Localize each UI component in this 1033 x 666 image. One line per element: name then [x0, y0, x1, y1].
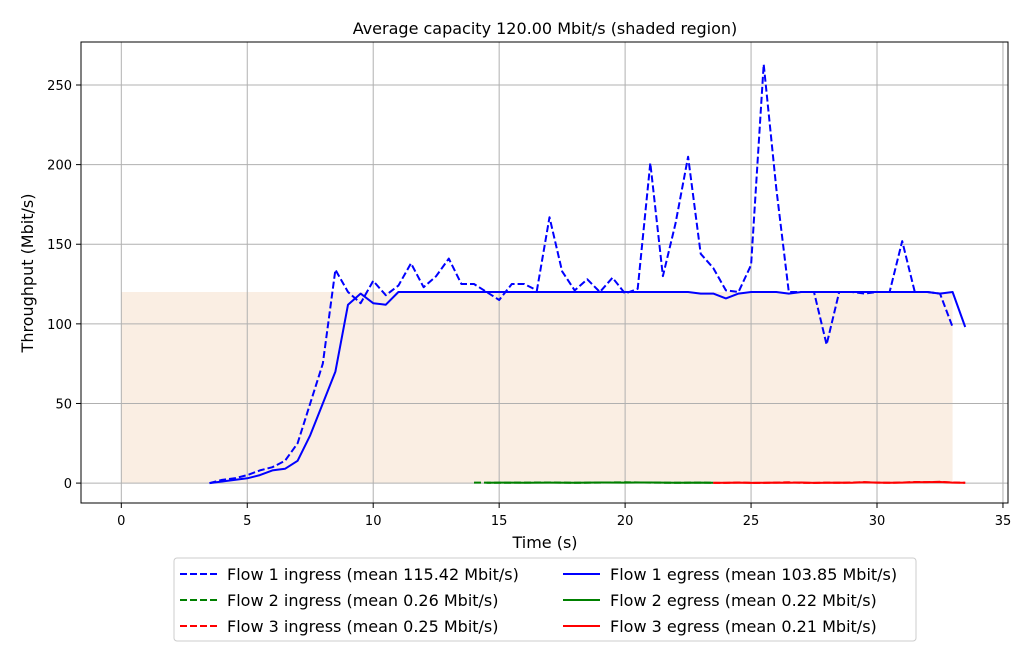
legend-entry-label: Flow 3 ingress (mean 0.25 Mbit/s) — [227, 617, 499, 636]
x-tick-label: 5 — [243, 514, 251, 529]
legend-entry-label: Flow 2 egress (mean 0.22 Mbit/s) — [610, 591, 877, 610]
x-tick-label: 0 — [117, 514, 125, 529]
legend-entry-label: Flow 3 egress (mean 0.21 Mbit/s) — [610, 617, 877, 636]
y-tick-label: 200 — [47, 159, 72, 174]
x-tick-label: 10 — [365, 514, 382, 529]
x-tick-label: 20 — [617, 514, 634, 529]
y-tick-label: 0 — [64, 477, 72, 492]
x-axis-label: Time (s) — [511, 533, 577, 552]
chart-title: Average capacity 120.00 Mbit/s (shaded r… — [353, 19, 738, 38]
legend-entry-label: Flow 1 ingress (mean 115.42 Mbit/s) — [227, 565, 519, 584]
y-tick-label: 50 — [55, 397, 72, 412]
series-line-6 — [713, 482, 965, 483]
capacity-shaded-region-layer — [121, 292, 952, 483]
x-tick-label: 35 — [995, 514, 1012, 529]
y-tick-label: 100 — [47, 318, 72, 333]
legend-entry-label: Flow 1 egress (mean 103.85 Mbit/s) — [610, 565, 897, 584]
x-tick-label: 30 — [869, 514, 886, 529]
x-tick-label: 15 — [491, 514, 508, 529]
legend: Flow 1 ingress (mean 115.42 Mbit/s) Flow … — [174, 558, 916, 641]
legend-entry-label: Flow 2 ingress (mean 0.26 Mbit/s) — [227, 591, 499, 610]
capacity-shaded-region — [121, 292, 952, 483]
y-tick-label: 150 — [47, 238, 72, 253]
y-axis-label: Throughput (Mbit/s) — [18, 194, 37, 354]
y-tick-label: 250 — [47, 79, 72, 94]
x-tick-label: 25 — [743, 514, 760, 529]
